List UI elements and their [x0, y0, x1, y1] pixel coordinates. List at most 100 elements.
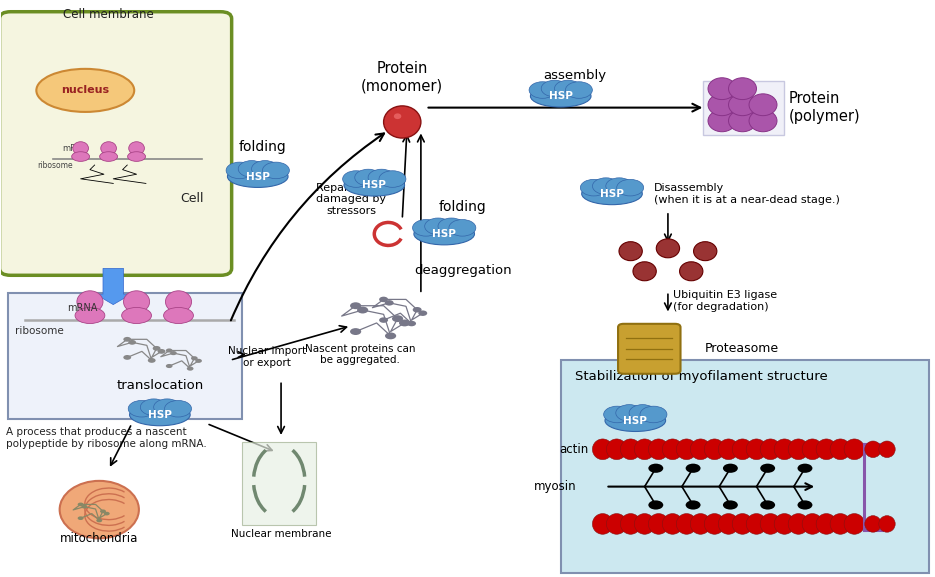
- Ellipse shape: [728, 94, 756, 115]
- Circle shape: [104, 512, 109, 515]
- Text: HSP: HSP: [148, 410, 172, 420]
- Text: Nascent proteins can
be aggregated.: Nascent proteins can be aggregated.: [305, 343, 415, 365]
- Circle shape: [407, 321, 416, 326]
- Circle shape: [238, 160, 266, 177]
- Text: actin: actin: [559, 443, 589, 456]
- Circle shape: [170, 351, 177, 355]
- Circle shape: [648, 500, 663, 509]
- Ellipse shape: [75, 308, 105, 324]
- Circle shape: [606, 178, 633, 194]
- Text: Protein
(polymer): Protein (polymer): [789, 91, 861, 124]
- Ellipse shape: [830, 439, 851, 460]
- Ellipse shape: [593, 439, 613, 460]
- Ellipse shape: [72, 152, 90, 162]
- Text: mRNA: mRNA: [62, 144, 88, 153]
- Ellipse shape: [648, 514, 669, 534]
- Circle shape: [438, 218, 465, 235]
- Ellipse shape: [605, 410, 666, 432]
- Ellipse shape: [802, 439, 823, 460]
- Ellipse shape: [844, 439, 865, 460]
- Ellipse shape: [879, 516, 895, 532]
- Ellipse shape: [60, 481, 139, 538]
- Circle shape: [350, 302, 361, 309]
- Circle shape: [379, 297, 388, 302]
- Circle shape: [723, 500, 738, 509]
- Ellipse shape: [704, 514, 725, 534]
- Ellipse shape: [621, 439, 640, 460]
- FancyBboxPatch shape: [7, 293, 242, 419]
- Ellipse shape: [879, 441, 895, 458]
- Ellipse shape: [164, 308, 194, 324]
- Text: assembly: assembly: [543, 69, 606, 82]
- Ellipse shape: [749, 94, 777, 115]
- Ellipse shape: [414, 223, 474, 245]
- Ellipse shape: [690, 439, 711, 460]
- Ellipse shape: [728, 78, 756, 100]
- Ellipse shape: [816, 514, 837, 534]
- Ellipse shape: [746, 514, 767, 534]
- Circle shape: [165, 400, 192, 417]
- Text: Ubiquitin E3 ligase
(for degradation): Ubiquitin E3 ligase (for degradation): [672, 290, 777, 312]
- Circle shape: [123, 337, 131, 342]
- Circle shape: [581, 179, 607, 196]
- Ellipse shape: [774, 514, 795, 534]
- Ellipse shape: [732, 514, 753, 534]
- Circle shape: [195, 359, 202, 363]
- Text: Protein
(monomer): Protein (monomer): [361, 61, 443, 93]
- Text: Proteasome: Proteasome: [705, 342, 780, 355]
- Ellipse shape: [662, 439, 683, 460]
- Ellipse shape: [36, 69, 135, 112]
- Text: Stabilization of myofilament structure: Stabilization of myofilament structure: [575, 370, 827, 383]
- Ellipse shape: [760, 514, 781, 534]
- Ellipse shape: [788, 439, 809, 460]
- Circle shape: [412, 307, 422, 313]
- Circle shape: [191, 356, 197, 360]
- Circle shape: [685, 500, 700, 509]
- Ellipse shape: [634, 514, 654, 534]
- Text: Repair when
damaged by
stressors: Repair when damaged by stressors: [316, 183, 386, 216]
- Ellipse shape: [816, 439, 837, 460]
- Text: myosin: myosin: [534, 480, 577, 493]
- Circle shape: [100, 509, 106, 513]
- Ellipse shape: [844, 514, 865, 534]
- Ellipse shape: [746, 439, 767, 460]
- Circle shape: [648, 464, 663, 473]
- Ellipse shape: [607, 514, 626, 534]
- Ellipse shape: [656, 239, 680, 258]
- FancyBboxPatch shape: [0, 12, 232, 275]
- Ellipse shape: [394, 113, 401, 119]
- Circle shape: [252, 160, 279, 177]
- Ellipse shape: [383, 106, 421, 138]
- Circle shape: [152, 346, 161, 351]
- Circle shape: [685, 464, 700, 473]
- Circle shape: [148, 358, 155, 363]
- Ellipse shape: [708, 78, 736, 100]
- Ellipse shape: [621, 514, 640, 534]
- Circle shape: [96, 519, 102, 522]
- Ellipse shape: [830, 514, 851, 534]
- Circle shape: [384, 300, 394, 306]
- Ellipse shape: [77, 291, 103, 313]
- Circle shape: [529, 82, 556, 98]
- Ellipse shape: [129, 142, 144, 155]
- Circle shape: [128, 340, 137, 344]
- Text: HSP: HSP: [432, 229, 456, 239]
- Ellipse shape: [774, 439, 795, 460]
- Ellipse shape: [633, 262, 656, 281]
- Circle shape: [165, 364, 173, 368]
- Text: HSP: HSP: [549, 91, 572, 101]
- Circle shape: [629, 404, 656, 421]
- Ellipse shape: [708, 94, 736, 115]
- Circle shape: [342, 171, 369, 188]
- Circle shape: [566, 82, 593, 98]
- Text: deaggregation: deaggregation: [414, 264, 511, 277]
- Circle shape: [412, 219, 439, 236]
- Text: A process that produces a nascent
polypeptide by ribosome along mRNA.: A process that produces a nascent polype…: [6, 428, 207, 449]
- Text: folding: folding: [439, 200, 487, 214]
- Text: mitochondria: mitochondria: [60, 533, 138, 545]
- Text: HSP: HSP: [600, 189, 624, 198]
- Circle shape: [379, 171, 406, 188]
- Text: HSP: HSP: [246, 171, 269, 182]
- Ellipse shape: [101, 142, 117, 155]
- Ellipse shape: [704, 439, 725, 460]
